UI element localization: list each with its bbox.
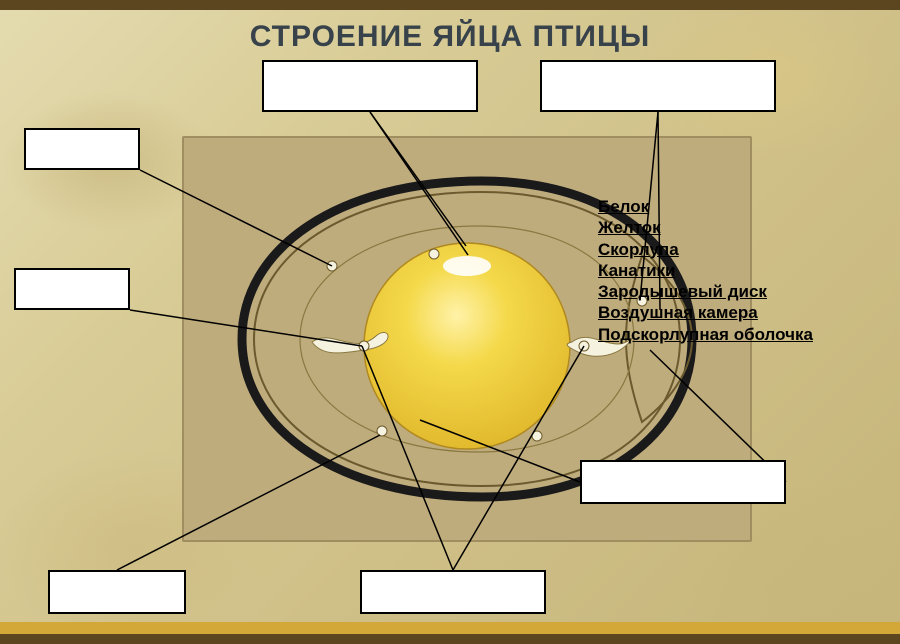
box-top-right[interactable] (540, 60, 776, 112)
legend: БелокЖелтокСкорлупаКанатикиЗародышевый д… (598, 196, 813, 345)
marker-dot (579, 341, 589, 351)
legend-item: Скорлупа (598, 239, 813, 260)
marker-dot (532, 431, 542, 441)
marker-dot (327, 261, 337, 271)
legend-item: Зародышевый диск (598, 281, 813, 302)
marker-dot (429, 249, 439, 259)
box-top-center[interactable] (262, 60, 478, 112)
germinal-disc (443, 256, 491, 276)
diagram-title: СТРОЕНИЕ ЯЙЦА ПТИЦЫ (0, 20, 900, 54)
diagram-canvas: СТРОЕНИЕ ЯЙЦА ПТИЦЫ БелокЖ (0, 0, 900, 644)
frame-top (0, 0, 900, 10)
frame-bottom (0, 634, 900, 644)
legend-item: Белок (598, 196, 813, 217)
marker-dot (359, 341, 369, 351)
box-bottom-left[interactable] (48, 570, 186, 614)
marker-dot (377, 426, 387, 436)
frame-strip (0, 622, 900, 634)
legend-item: Подскорлупная оболочка (598, 324, 813, 345)
box-left-mid[interactable] (14, 268, 130, 310)
box-left-upper[interactable] (24, 128, 140, 170)
legend-item: Канатики (598, 260, 813, 281)
box-bottom-center[interactable] (360, 570, 546, 614)
legend-item: Воздушная камера (598, 302, 813, 323)
legend-item: Желток (598, 217, 813, 238)
box-right-mid[interactable] (580, 460, 786, 504)
